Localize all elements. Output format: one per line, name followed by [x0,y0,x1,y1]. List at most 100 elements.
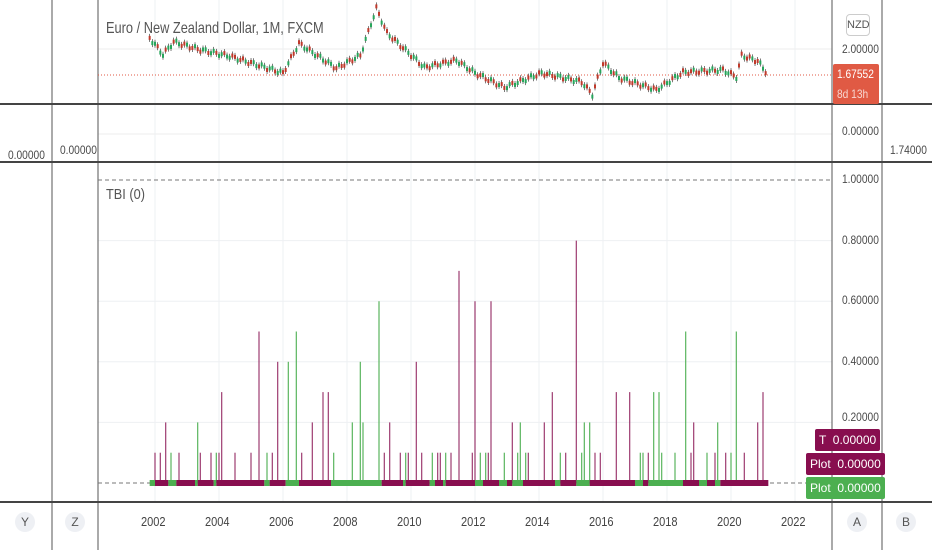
candle-body [340,64,343,69]
candle-body [271,65,274,70]
candle-body [668,80,671,85]
candle-body [215,50,218,55]
candle-body [586,84,589,89]
candle-body [290,54,293,59]
candle-body [471,67,474,72]
x-tick-label: 2022 [781,514,806,529]
candle-body [636,81,639,86]
candle-body [503,85,506,90]
candle-body [756,58,759,63]
candle-body [732,73,735,78]
y-label: 0.40000 [842,354,879,368]
candle-body [655,86,658,91]
x-tick-label: 2016 [589,514,614,529]
candle-body [287,61,290,66]
candle-body [156,44,159,49]
candle-body [559,73,562,78]
state-segment [197,480,214,486]
candle-body [228,55,231,60]
candle-body [500,82,503,87]
candle-body [428,66,431,71]
candle-body [204,47,207,52]
state-segment [269,480,286,486]
candle-body [191,45,194,50]
candle-body [492,79,495,84]
candle-body [527,75,530,80]
badge-name: Plot [810,457,831,471]
candle-body [679,72,682,77]
state-segment [405,480,430,486]
candle-body [743,55,746,60]
candle-body [663,80,666,85]
candle-body [362,47,365,52]
candle-body [407,50,410,55]
candle-body [463,62,466,67]
candle-body [183,41,186,46]
candle-body [447,61,450,66]
candle-body [554,75,557,80]
candle-body [711,66,714,71]
candle-body [202,47,205,52]
state-segment [195,480,198,486]
candle-body [564,76,567,81]
x-tick-label: 2008 [333,514,358,529]
candle-body [436,63,439,68]
candle-body [266,67,269,72]
candle-body [295,48,298,53]
candle-body [548,70,551,75]
candle-body [684,69,687,74]
y-label: 0.80000 [842,233,879,247]
candle-body [164,47,167,52]
candle-body [714,68,717,73]
candle-body [572,80,575,85]
x-tick-label: 2002 [141,514,166,529]
currency-button[interactable]: NZD [846,14,870,36]
candle-body [154,41,157,46]
candle-body [327,59,330,64]
scale-button-a[interactable]: A [847,512,867,532]
candle-body [543,73,546,78]
candle-body [223,51,226,56]
candle-body [442,59,445,64]
candle-body [220,52,223,57]
state-segment [720,480,739,486]
candle-body [242,56,245,61]
middle-left-outer-label: 0.00000 [8,148,45,162]
candle-body [284,67,287,72]
candle-body [596,74,599,79]
candle-body [420,64,423,69]
state-segment [285,480,299,486]
x-tick-label: 2014 [525,514,550,529]
y-label: 1.00000 [842,172,879,186]
scale-button-z[interactable]: Z [65,512,85,532]
scale-button-b[interactable]: B [896,512,916,532]
candle-body [495,83,498,88]
last-price-badge: 1.67552 8d 13h [833,64,879,104]
scale-button-y[interactable]: Y [15,512,35,532]
candle-body [647,86,650,91]
state-segment [216,480,265,486]
candle-body [519,77,522,82]
candle-body [468,68,471,73]
candle-body [188,46,191,51]
state-segment [523,480,555,486]
candle-body [692,67,695,72]
state-segment [445,480,475,486]
countdown: 8d 13h [837,87,869,101]
badge-value: 0.00000 [837,457,881,471]
candle-body [602,62,604,67]
candle-body [306,47,309,52]
state-segment [648,480,683,486]
candle-body [604,61,607,66]
candle-body [530,73,533,78]
candle-body [490,77,493,82]
candle-body [687,71,690,76]
candle-body [482,73,485,78]
indicator-title[interactable]: TBI (0) [106,186,145,203]
badge-value: 0.00000 [837,481,881,495]
candle-body [724,70,727,75]
candle-body [258,64,261,69]
candle-body [575,77,578,82]
candle-body [324,60,327,65]
